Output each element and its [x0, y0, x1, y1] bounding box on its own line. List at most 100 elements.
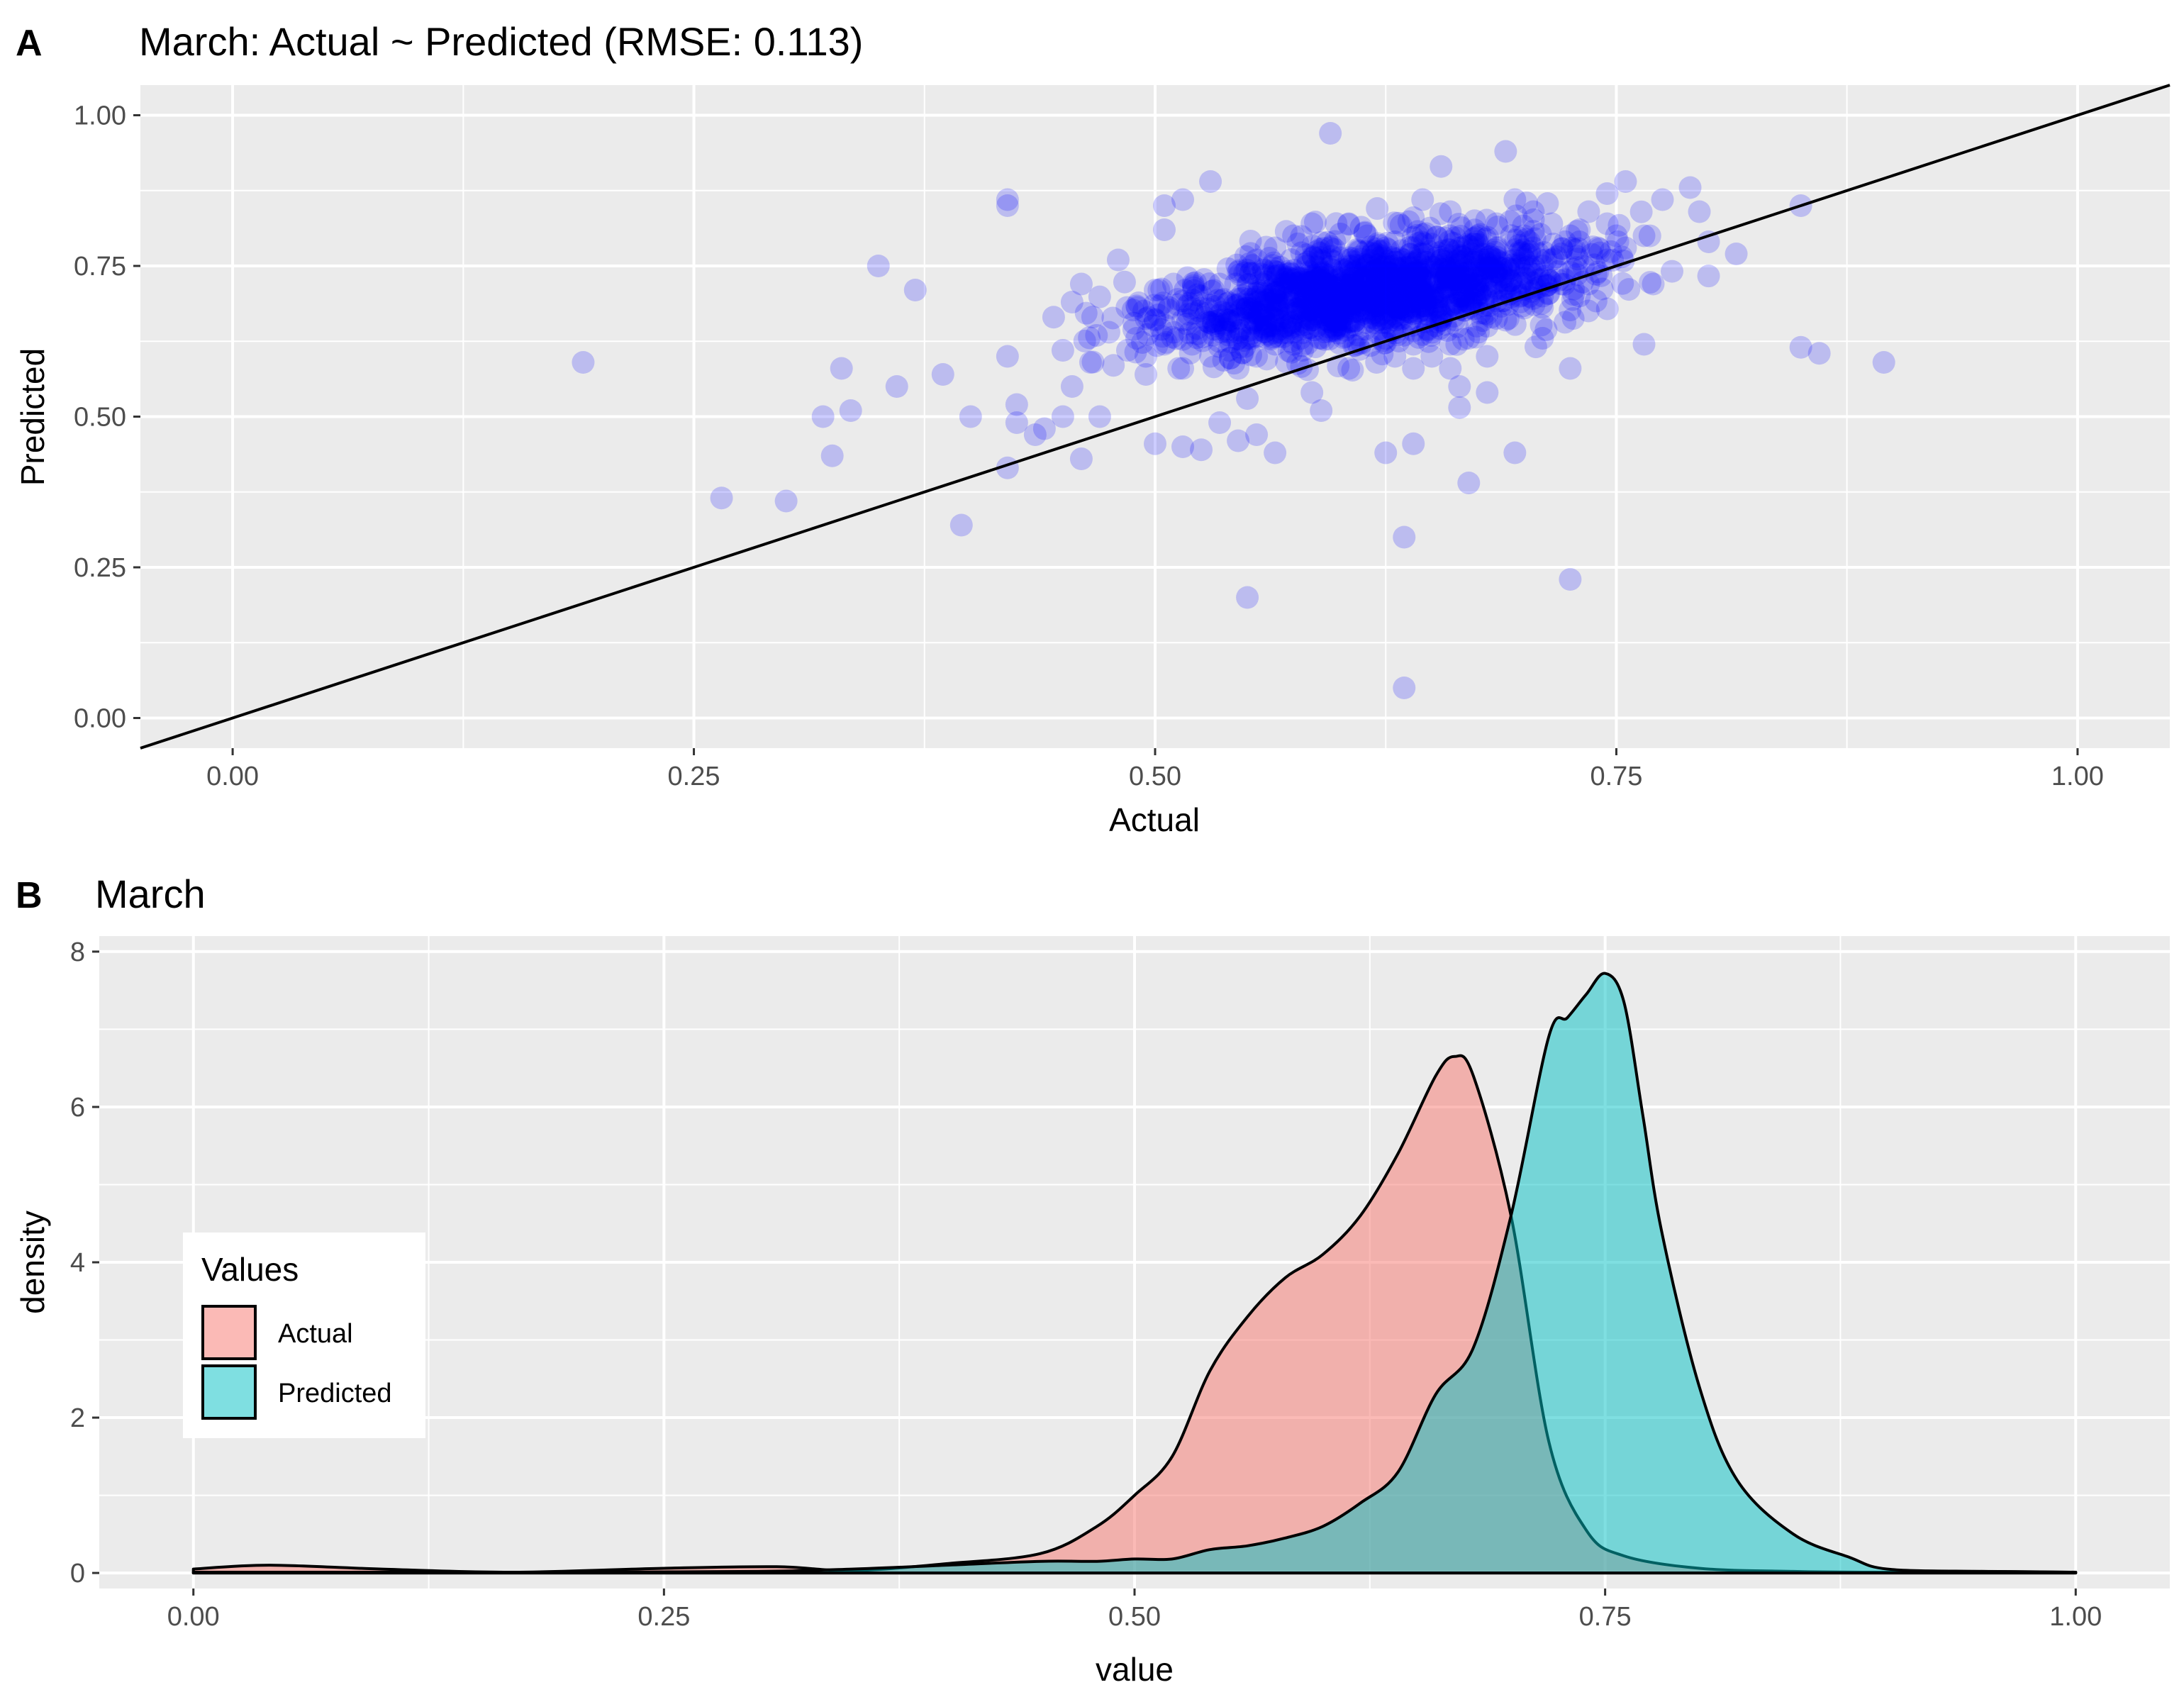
- scatter-point: [1471, 243, 1495, 266]
- scatter-point: [1476, 267, 1499, 290]
- scatter-point: [1418, 216, 1442, 240]
- scatter-point: [1324, 318, 1347, 341]
- scatter-point: [1364, 311, 1387, 335]
- scatter-point: [1269, 278, 1293, 301]
- scatter-point: [1512, 214, 1535, 238]
- scatter-point: [1425, 226, 1449, 249]
- scatter-point: [1414, 294, 1437, 318]
- scatter-point: [1069, 447, 1093, 470]
- scatter-point: [1271, 325, 1295, 348]
- scatter-point: [1499, 269, 1522, 293]
- scatter-point: [1174, 279, 1197, 302]
- scatter-point: [1299, 298, 1322, 321]
- scatter-point: [1265, 294, 1288, 317]
- scatter-point: [1492, 289, 1515, 313]
- scatter-point: [1237, 319, 1261, 343]
- scatter-point: [1475, 257, 1498, 281]
- scatter-point: [1408, 278, 1432, 301]
- scatter-point: [1396, 255, 1420, 279]
- scatter-point: [1522, 236, 1545, 260]
- scatter-point: [1252, 325, 1276, 348]
- scatter-point: [1299, 261, 1322, 284]
- scatter-point: [1280, 311, 1303, 334]
- scatter-point: [1343, 309, 1366, 333]
- scatter-point: [1228, 263, 1252, 286]
- scatter-point: [1386, 262, 1410, 286]
- scatter-point: [1568, 284, 1591, 308]
- scatter-point: [1249, 262, 1273, 286]
- scatter-point: [1485, 272, 1508, 295]
- scatter-point: [1279, 271, 1303, 294]
- scatter-point: [1218, 339, 1241, 362]
- scatter-point: [1101, 306, 1125, 330]
- scatter-point: [1115, 339, 1139, 362]
- scatter-point: [1411, 223, 1434, 246]
- scatter-point: [1386, 307, 1410, 330]
- scatter-point: [1262, 282, 1286, 306]
- scatter-point: [1577, 200, 1600, 223]
- density-areas: [191, 972, 2078, 1575]
- scatter-point: [1442, 232, 1466, 255]
- scatter-point: [1293, 282, 1317, 306]
- scatter-point: [1376, 231, 1399, 255]
- scatter-point: [1292, 310, 1315, 333]
- scatter-point: [1406, 220, 1430, 243]
- scatter-point: [1391, 285, 1415, 308]
- scatter-point: [1285, 266, 1308, 289]
- scatter-point: [1361, 286, 1385, 310]
- scatter-point: [1254, 284, 1278, 308]
- scatter-point: [1176, 303, 1200, 326]
- scatter-point: [1265, 320, 1288, 343]
- scatter-point: [1439, 281, 1462, 304]
- scatter-point: [1328, 267, 1352, 289]
- scatter-point: [1299, 271, 1322, 294]
- scatter-point: [1455, 233, 1478, 256]
- scatter-point: [1413, 269, 1436, 293]
- scatter-point: [1397, 285, 1420, 308]
- scatter-point: [1457, 296, 1481, 320]
- scatter-point: [1325, 311, 1348, 334]
- scatter-point: [1277, 260, 1300, 283]
- scatter-point: [1413, 250, 1437, 274]
- scatter-point: [1452, 299, 1475, 322]
- scatter-point: [1319, 284, 1342, 308]
- scatter-point: [1408, 243, 1432, 266]
- scatter-point: [1383, 250, 1407, 274]
- scatter-point: [1376, 276, 1399, 299]
- scatter-point: [1605, 224, 1628, 247]
- scatter-point: [1406, 249, 1430, 272]
- scatter-point: [1466, 224, 1490, 247]
- scatter-point: [1517, 230, 1541, 253]
- scatter-point: [1122, 318, 1145, 341]
- scatter-point: [1447, 259, 1470, 282]
- scatter-point: [1102, 354, 1125, 377]
- scatter-point: [1391, 303, 1415, 326]
- scatter-point: [1278, 316, 1302, 340]
- scatter-point: [1386, 294, 1409, 318]
- scatter-point: [1252, 258, 1276, 282]
- density-area-predicted: [191, 972, 2078, 1575]
- scatter-point: [1478, 248, 1501, 272]
- scatter-point: [1331, 275, 1354, 299]
- scatter-point: [1252, 308, 1276, 331]
- scatter-point: [1432, 239, 1455, 262]
- scatter-point: [1439, 357, 1462, 380]
- scatter-point: [1425, 286, 1449, 309]
- scatter-point: [1491, 263, 1514, 286]
- scatter-point: [1236, 296, 1259, 320]
- scatter-point: [1381, 318, 1404, 342]
- scatter-point: [1492, 265, 1515, 289]
- scatter-point: [1420, 284, 1444, 307]
- scatter-point: [1464, 273, 1488, 296]
- scatter-point: [1273, 303, 1296, 326]
- scatter-point: [1349, 258, 1372, 282]
- scatter-point: [1338, 294, 1361, 317]
- scatter-point: [1200, 279, 1224, 303]
- scatter-point: [1397, 260, 1420, 283]
- scatter-point: [1300, 270, 1323, 294]
- scatter-point: [1399, 309, 1422, 333]
- scatter-point: [1432, 285, 1455, 308]
- scatter-point: [1265, 265, 1288, 288]
- scatter-point: [1286, 297, 1310, 321]
- scatter-point: [1313, 321, 1337, 344]
